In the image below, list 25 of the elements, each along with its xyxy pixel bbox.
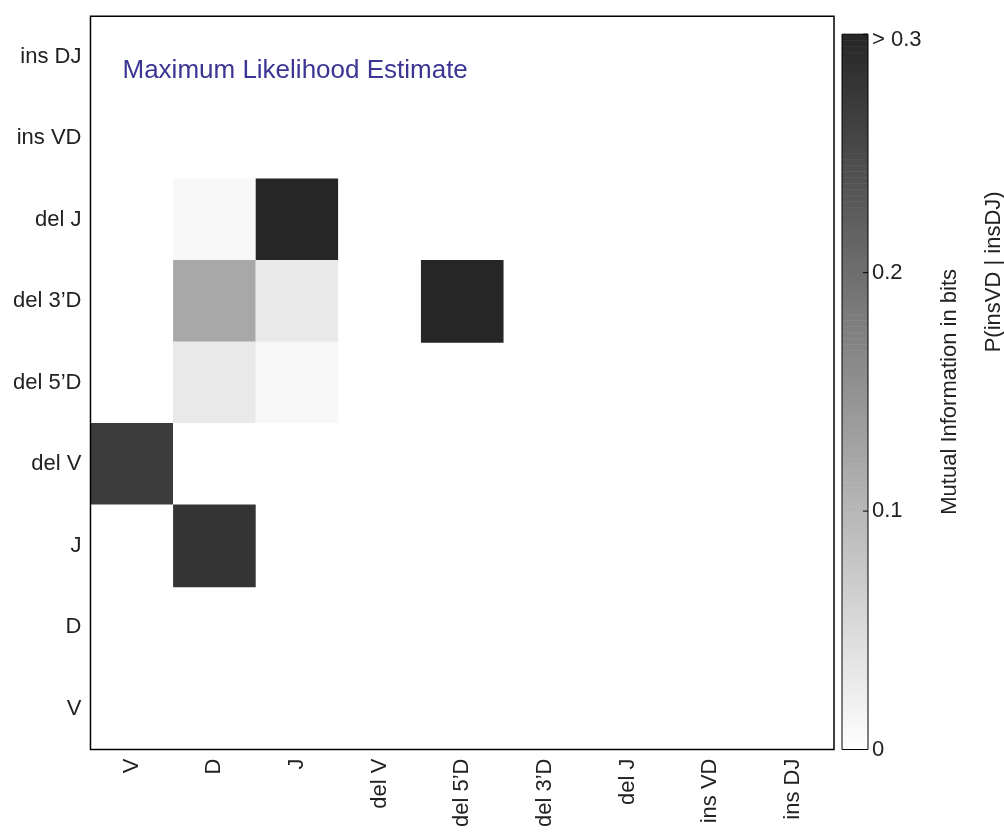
x-tick-label: del V — [365, 758, 391, 809]
y-tick-label: ins VD — [16, 124, 82, 150]
y-tick-label: del J — [35, 205, 82, 231]
x-tick-label: ins VD — [696, 758, 722, 824]
color-bar-label: 0.2 — [872, 258, 903, 284]
text: P(insVD | insDJ) — [980, 191, 1004, 353]
color-bar-label: 0 — [872, 735, 885, 761]
x-tick-label: J — [283, 758, 309, 770]
y-tick-label: V — [66, 694, 82, 720]
x-tick-label: del 3’D — [530, 758, 556, 827]
x-tick-label: del 5’D — [448, 758, 474, 827]
x-tick-label: D — [200, 758, 226, 775]
annotation: Maximum Likelihood Estimate — [122, 54, 468, 85]
color-bar-label: 0.1 — [872, 497, 903, 523]
x-tick-label: del J — [613, 758, 639, 805]
y-tick-label: D — [65, 613, 82, 639]
y-tick-label: J — [70, 531, 82, 557]
x-tick-label: V — [117, 758, 143, 774]
x-tick-label: ins DJ — [778, 758, 804, 820]
y-tick-label: del 5’D — [13, 368, 82, 394]
y-tick-label: del 3’D — [13, 287, 82, 313]
color-bar-label: > 0.3 — [872, 26, 922, 52]
color-bar-title: Mutual Information in bits — [936, 268, 962, 515]
y-tick-label: del V — [31, 450, 82, 476]
y-tick-label: ins DJ — [20, 43, 82, 68]
